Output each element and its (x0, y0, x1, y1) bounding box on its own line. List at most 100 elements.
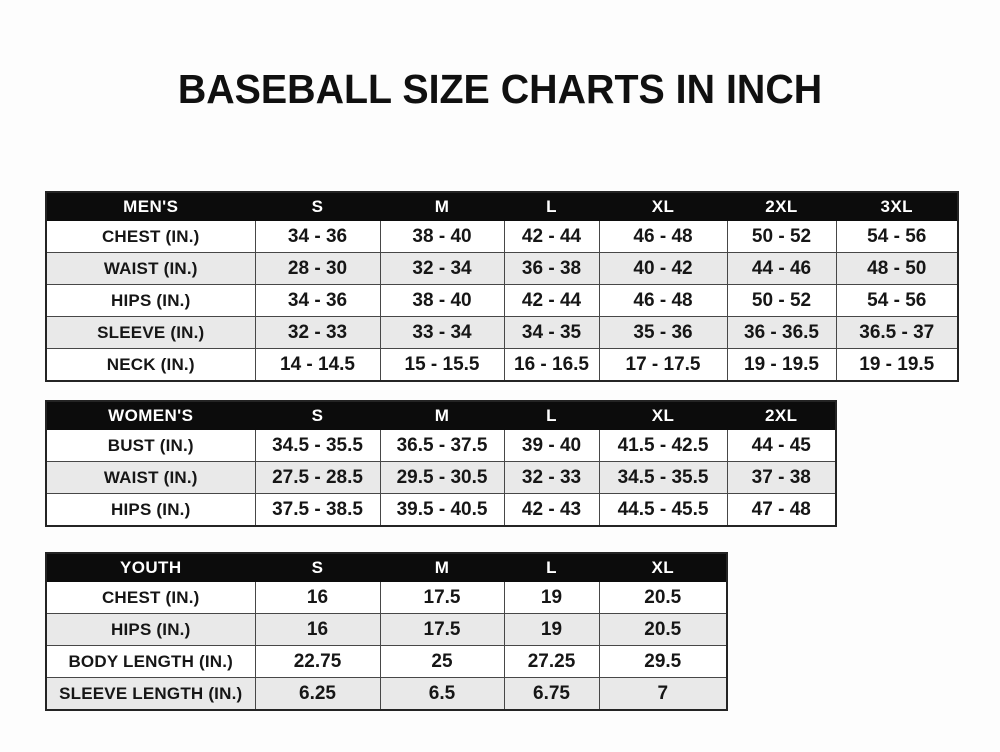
header-row: MEN'S S M L XL 2XL 3XL (45, 191, 959, 221)
size-value-cell: 34.5 - 35.5 (598, 461, 728, 494)
header-row: WOMEN'S S M L XL 2XL (45, 400, 837, 430)
size-value-cell: 42 - 44 (503, 284, 600, 317)
size-value-cell: 37.5 - 38.5 (254, 493, 381, 527)
measurement-label: BODY LENGTH (IN.) (45, 645, 256, 678)
size-value-cell: 44 - 45 (726, 429, 837, 462)
size-value-cell: 25 (379, 645, 505, 678)
size-value-cell: 16 - 16.5 (503, 348, 600, 382)
table-row: HIPS (IN.) 16 17.5 19 20.5 (45, 613, 728, 646)
size-value-cell: 34 - 36 (254, 284, 381, 317)
table-row: SLEEVE (IN.) 32 - 33 33 - 34 34 - 35 35 - 36… (45, 316, 959, 349)
size-value-cell: 50 - 52 (726, 220, 837, 253)
size-value-cell: 44.5 - 45.5 (598, 493, 728, 527)
size-column-header: XL (598, 191, 728, 221)
measurement-label: HIPS (IN.) (45, 493, 256, 527)
size-column-header: 3XL (835, 191, 959, 221)
size-value-cell: 34.5 - 35.5 (254, 429, 381, 462)
table-row: CHEST (IN.) 16 17.5 19 20.5 (45, 581, 728, 614)
size-value-cell: 37 - 38 (726, 461, 837, 494)
size-value-cell: 34 - 36 (254, 220, 381, 253)
measurement-label: CHEST (IN.) (45, 581, 256, 614)
size-value-cell: 17 - 17.5 (598, 348, 728, 382)
size-value-cell: 36.5 - 37 (835, 316, 959, 349)
measurement-label: HIPS (IN.) (45, 613, 256, 646)
size-column-header: L (503, 552, 600, 582)
size-column-header: 2XL (726, 400, 837, 430)
table-row: WAIST (IN.) 28 - 30 32 - 34 36 - 38 40 - 42 4… (45, 252, 959, 285)
table-row: HIPS (IN.) 37.5 - 38.5 39.5 - 40.5 42 - 43 4… (45, 493, 837, 527)
size-value-cell: 32 - 33 (254, 316, 381, 349)
size-value-cell: 20.5 (598, 581, 728, 614)
size-column-header: M (379, 552, 505, 582)
size-value-cell: 6.5 (379, 677, 505, 711)
size-value-cell: 6.75 (503, 677, 600, 711)
size-value-cell: 36 - 36.5 (726, 316, 837, 349)
size-value-cell: 54 - 56 (835, 220, 959, 253)
size-value-cell: 29.5 - 30.5 (379, 461, 505, 494)
table-row: CHEST (IN.) 34 - 36 38 - 40 42 - 44 46 - 48 5… (45, 220, 959, 253)
size-column-header: S (254, 400, 381, 430)
page-title: BASEBALL SIZE CHARTS IN INCH (177, 66, 823, 112)
header-row: YOUTH S M L XL (45, 552, 728, 582)
size-value-cell: 7 (598, 677, 728, 711)
size-value-cell: 6.25 (254, 677, 381, 711)
measurement-label: SLEEVE (IN.) (45, 316, 256, 349)
size-value-cell: 20.5 (598, 613, 728, 646)
measurement-label: WAIST (IN.) (45, 461, 256, 494)
size-value-cell: 16 (254, 581, 381, 614)
size-value-cell: 33 - 34 (379, 316, 505, 349)
size-value-cell: 16 (254, 613, 381, 646)
size-value-cell: 17.5 (379, 613, 505, 646)
size-value-cell: 32 - 34 (379, 252, 505, 285)
size-value-cell: 22.75 (254, 645, 381, 678)
size-column-header: XL (598, 552, 728, 582)
size-value-cell: 40 - 42 (598, 252, 728, 285)
size-value-cell: 19 - 19.5 (726, 348, 837, 382)
size-value-cell: 46 - 48 (598, 220, 728, 253)
size-value-cell: 19 (503, 613, 600, 646)
size-value-cell: 36.5 - 37.5 (379, 429, 505, 462)
size-value-cell: 29.5 (598, 645, 728, 678)
size-value-cell: 15 - 15.5 (379, 348, 505, 382)
size-column-header: S (254, 552, 381, 582)
size-value-cell: 34 - 35 (503, 316, 600, 349)
size-value-cell: 27.5 - 28.5 (254, 461, 381, 494)
table-row: SLEEVE LENGTH (IN.) 6.25 6.5 6.75 7 (45, 677, 728, 711)
size-value-cell: 41.5 - 42.5 (598, 429, 728, 462)
measurement-label: WAIST (IN.) (45, 252, 256, 285)
size-column-header: L (503, 400, 600, 430)
size-value-cell: 39.5 - 40.5 (379, 493, 505, 527)
table-row: BUST (IN.) 34.5 - 35.5 36.5 - 37.5 39 - 40 4… (45, 429, 837, 462)
size-column-header: 2XL (726, 191, 837, 221)
size-value-cell: 46 - 48 (598, 284, 728, 317)
size-value-cell: 38 - 40 (379, 220, 505, 253)
size-value-cell: 54 - 56 (835, 284, 959, 317)
table-row: NECK (IN.) 14 - 14.5 15 - 15.5 16 - 16.5 17 … (45, 348, 959, 382)
size-column-header: S (254, 191, 381, 221)
size-value-cell: 14 - 14.5 (254, 348, 381, 382)
size-value-cell: 50 - 52 (726, 284, 837, 317)
size-value-cell: 28 - 30 (254, 252, 381, 285)
size-column-header: L (503, 191, 600, 221)
table-row: BODY LENGTH (IN.) 22.75 25 27.25 29.5 (45, 645, 728, 678)
size-value-cell: 48 - 50 (835, 252, 959, 285)
table-group-header: WOMEN'S (45, 400, 256, 430)
size-value-cell: 17.5 (379, 581, 505, 614)
measurement-label: BUST (IN.) (45, 429, 256, 462)
measurement-label: SLEEVE LENGTH (IN.) (45, 677, 256, 711)
size-table-womens: WOMEN'S S M L XL 2XL BUST (IN.) 34.5 - 35.5 36.5… (45, 400, 837, 527)
size-column-header: XL (598, 400, 728, 430)
size-value-cell: 35 - 36 (598, 316, 728, 349)
size-value-cell: 19 (503, 581, 600, 614)
size-value-cell: 32 - 33 (503, 461, 600, 494)
table-row: HIPS (IN.) 34 - 36 38 - 40 42 - 44 46 - 48 50… (45, 284, 959, 317)
measurement-label: NECK (IN.) (45, 348, 256, 382)
size-value-cell: 42 - 43 (503, 493, 600, 527)
size-value-cell: 44 - 46 (726, 252, 837, 285)
size-value-cell: 19 - 19.5 (835, 348, 959, 382)
table-group-header: YOUTH (45, 552, 256, 582)
size-table-youth: YOUTH S M L XL CHEST (IN.) 16 17.5 19 20.5 HIPS (I… (45, 552, 728, 711)
size-value-cell: 27.25 (503, 645, 600, 678)
measurement-label: CHEST (IN.) (45, 220, 256, 253)
size-value-cell: 39 - 40 (503, 429, 600, 462)
